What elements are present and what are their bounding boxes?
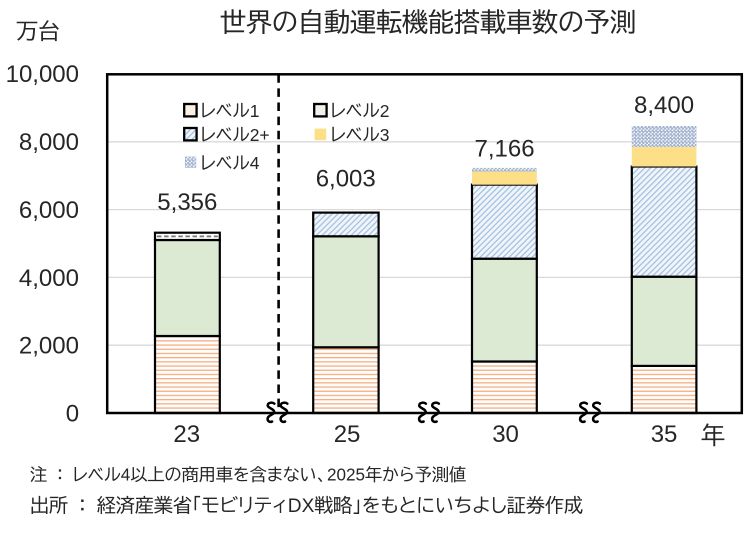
svg-text:2+: 2+ [250, 125, 270, 145]
svg-text:0: 0 [66, 400, 79, 427]
svg-text:23: 23 [173, 421, 200, 448]
svg-text:6,000: 6,000 [19, 197, 79, 224]
svg-text:8,000: 8,000 [19, 129, 79, 156]
svg-text:7,166: 7,166 [475, 136, 535, 163]
svg-text:2025: 2025 [327, 466, 365, 485]
svg-text:25: 25 [334, 421, 361, 448]
svg-text:4: 4 [121, 466, 131, 485]
svg-text:4: 4 [250, 153, 260, 173]
svg-text:2: 2 [380, 101, 390, 121]
svg-text:3: 3 [380, 125, 390, 145]
svg-text:6,003: 6,003 [316, 166, 376, 193]
svg-text:8,400: 8,400 [634, 92, 694, 119]
svg-text:10,000: 10,000 [6, 61, 79, 88]
svg-text:30: 30 [492, 421, 519, 448]
svg-text:35: 35 [651, 421, 678, 448]
svg-text:4,000: 4,000 [19, 265, 79, 292]
svg-text:DX: DX [288, 496, 315, 517]
svg-text:5,356: 5,356 [157, 189, 217, 216]
svg-text:1: 1 [250, 101, 260, 121]
svg-text:2,000: 2,000 [19, 333, 79, 360]
